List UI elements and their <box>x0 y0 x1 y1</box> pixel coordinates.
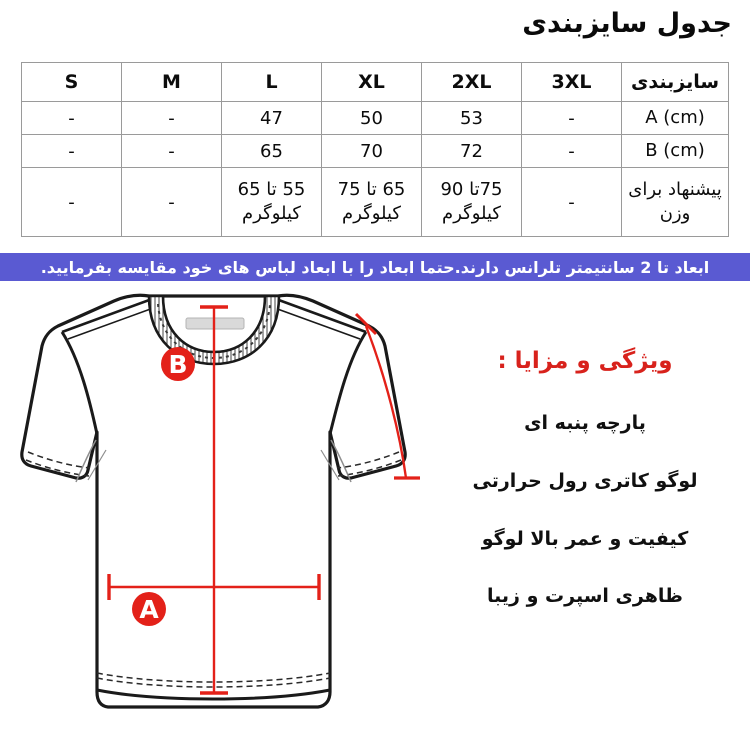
column-header-xl: XL <box>321 62 422 102</box>
cell-weight-3xl: - <box>521 167 622 237</box>
features-heading: ویژگی و مزایا : <box>497 348 673 374</box>
cell-b-3xl: - <box>521 134 622 168</box>
cell-b-xl: 70 <box>321 134 422 168</box>
measure-line-sleeve <box>354 312 420 480</box>
marker-badge-b: B <box>161 347 195 381</box>
cell-weight-s: - <box>21 167 122 237</box>
table-row: - - 55 تا 65 کیلوگرم 65 تا 75 کیلوگرم 75… <box>21 167 729 237</box>
table-row: - - 47 50 53 - A (cm) <box>21 101 729 135</box>
size-table-container: S M L XL 2XL 3XL سایزبندی - - 47 50 53 - <box>21 62 729 237</box>
marker-badge-a: A <box>132 592 166 626</box>
measure-line-b <box>200 305 228 695</box>
feature-item: ظاهری اسپرت و زیبا <box>487 585 683 608</box>
cell-a-s: - <box>21 101 122 135</box>
marker-badge-b-label: B <box>168 350 187 379</box>
cell-weight-m: - <box>121 167 222 237</box>
tolerance-notice-banner: ابعاد تا 2 سانتیمتر تلرانس دارند.حتما اب… <box>0 253 750 281</box>
cell-weight-2xl: 75تا 90 کیلوگرم <box>421 167 522 237</box>
row-label-a: A (cm) <box>621 101 729 135</box>
features-panel: ویژگی و مزایا : پارچه پنبه ای لوگو کاتری… <box>440 348 730 608</box>
cell-a-2xl: 53 <box>421 101 522 135</box>
marker-badge-a-label: A <box>139 595 159 624</box>
size-table: S M L XL 2XL 3XL سایزبندی - - 47 50 53 - <box>21 62 729 237</box>
cell-b-s: - <box>21 134 122 168</box>
cell-a-3xl: - <box>521 101 622 135</box>
column-header-label: سایزبندی <box>621 62 729 102</box>
tshirt-diagram: B A <box>18 282 448 744</box>
table-header-row: S M L XL 2XL 3XL سایزبندی <box>21 62 729 102</box>
page-title: جدول سایزبندی <box>522 8 732 39</box>
measure-line-a <box>107 574 321 600</box>
cell-a-l: 47 <box>221 101 322 135</box>
table-row: - - 65 70 72 - B (cm) <box>21 134 729 168</box>
feature-item: کیفیت و عمر بالا لوگو <box>481 527 689 550</box>
feature-item: لوگو کاتری رول حرارتی <box>472 469 698 492</box>
feature-item: پارچه پنبه ای <box>524 412 646 434</box>
cell-weight-l: 55 تا 65 کیلوگرم <box>221 167 322 237</box>
column-header-l: L <box>221 62 322 102</box>
column-header-3xl: 3XL <box>521 62 622 102</box>
tolerance-notice-text: ابعاد تا 2 سانتیمتر تلرانس دارند.حتما اب… <box>40 257 710 277</box>
column-header-2xl: 2XL <box>421 62 522 102</box>
cell-b-l: 65 <box>221 134 322 168</box>
row-label-b: B (cm) <box>621 134 729 168</box>
cell-weight-xl: 65 تا 75 کیلوگرم <box>321 167 422 237</box>
column-header-s: S <box>21 62 122 102</box>
cell-b-m: - <box>121 134 222 168</box>
row-label-weight: پیشنهاد برای وزن <box>621 167 729 237</box>
cell-b-2xl: 72 <box>421 134 522 168</box>
cell-a-xl: 50 <box>321 101 422 135</box>
cell-a-m: - <box>121 101 222 135</box>
column-header-m: M <box>121 62 222 102</box>
